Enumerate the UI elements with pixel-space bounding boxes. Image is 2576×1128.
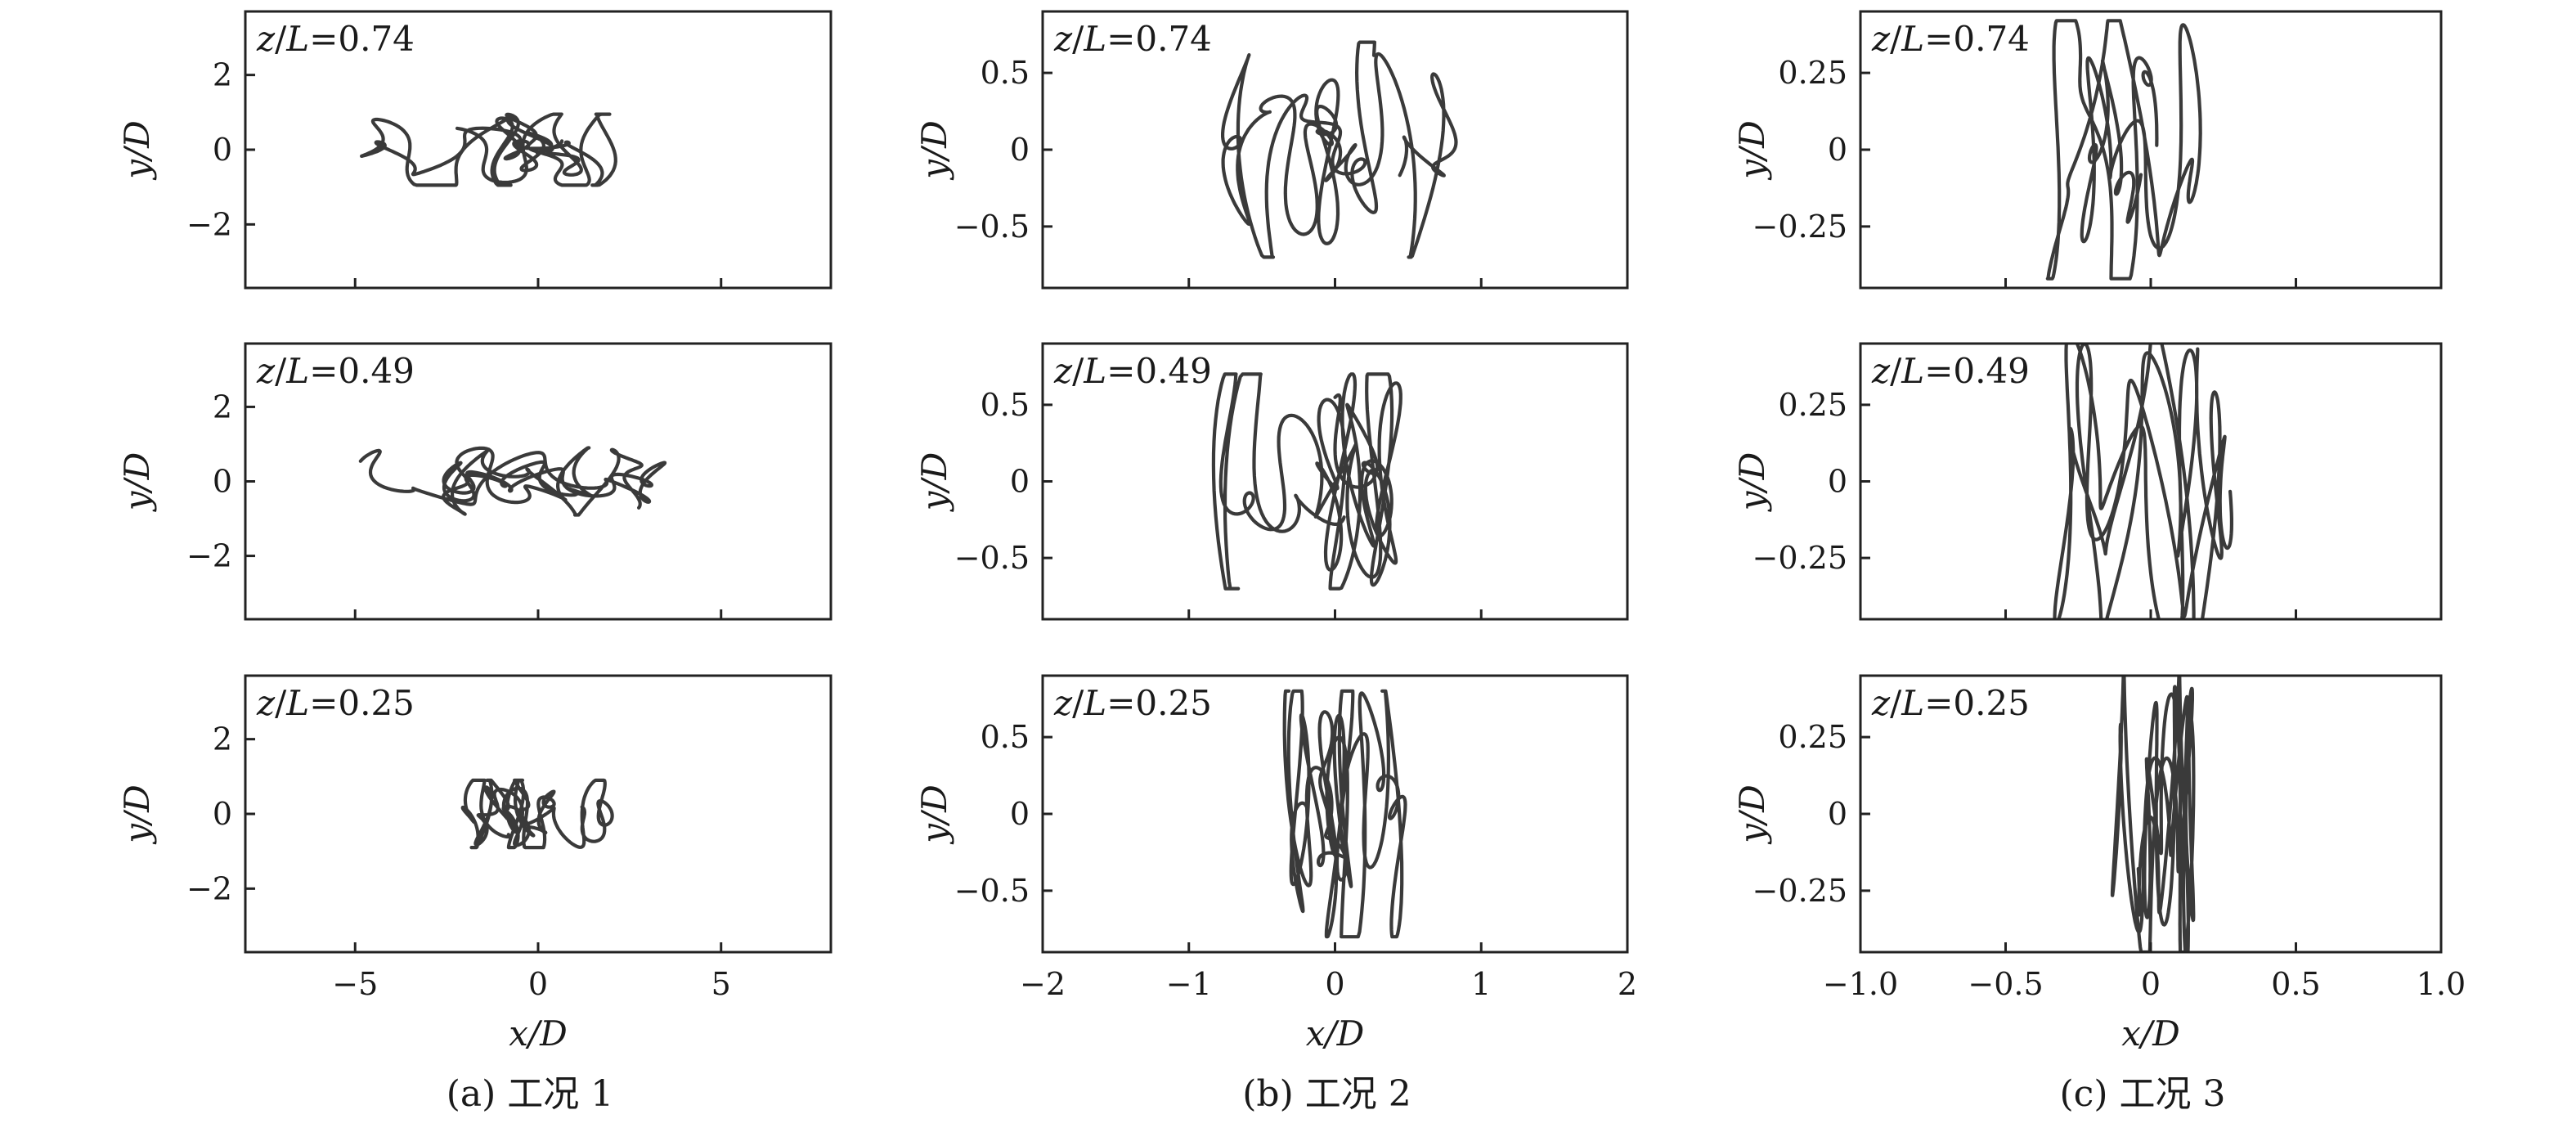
trajectory-1-2 — [358, 446, 667, 517]
panel-label: z/L=0.25 — [1871, 683, 2030, 723]
y-tick-label: −2 — [186, 870, 232, 906]
x-tick-label: 5 — [711, 966, 731, 1002]
y-tick-label: 0.25 — [1778, 55, 1847, 91]
y-tick-label: 0 — [1010, 796, 1030, 832]
trajectory-2-2 — [1211, 372, 1402, 591]
y-tick-label: 0 — [213, 132, 232, 168]
y-tick-label: 2 — [213, 389, 232, 425]
panel-1-2: 2 0 −2 y/D z/L=0.49 — [117, 342, 832, 621]
trajectory-1-1 — [360, 112, 617, 187]
x-tick-label: −2 — [1020, 966, 1066, 1002]
y-axis-label: y/D — [117, 784, 157, 845]
panel-label: z/L=0.74 — [256, 19, 415, 59]
y-tick-label: −0.5 — [954, 209, 1030, 245]
y-tick-label: 0 — [1828, 796, 1847, 832]
y-tick-label: −0.5 — [954, 873, 1030, 909]
y-tick-label: −2 — [186, 206, 232, 242]
y-tick-label: 0.5 — [981, 55, 1030, 91]
y-tick-label: −0.25 — [1752, 873, 1847, 909]
panel-label: z/L=0.49 — [1871, 351, 2030, 391]
y-axis-label: y/D — [1732, 452, 1772, 513]
y-tick-label: −2 — [186, 538, 232, 574]
x-tick-label: 0.5 — [2271, 966, 2320, 1002]
y-axis-label: y/D — [914, 452, 954, 513]
y-tick-label: 0.25 — [1778, 387, 1847, 423]
trajectory-1-3 — [460, 778, 614, 850]
panel-label: z/L=0.74 — [1871, 19, 2030, 59]
panel-3-1: 0.25 0 −0.25 y/D z/L=0.74 — [1732, 10, 2443, 290]
y-axis-label: y/D — [914, 120, 954, 181]
y-tick-label: 0 — [1010, 132, 1030, 168]
x-tick-label: 1.0 — [2417, 966, 2466, 1002]
y-tick-label: 0 — [1010, 464, 1030, 500]
y-tick-label: 0 — [1828, 132, 1847, 168]
panel-3-3: 0.25 0 −0.25 −1.0 −0.5 0 0.5 1.0 y/D z/L=0.25 — [1732, 674, 2466, 1002]
x-tick-label: −1 — [1166, 966, 1212, 1002]
caption-1: (a) 工况 1 — [447, 1073, 614, 1115]
y-tick-label: 0.25 — [1778, 719, 1847, 755]
y-tick-label: −0.25 — [1752, 209, 1847, 245]
caption-3: (c) 工况 3 — [2060, 1073, 2226, 1115]
y-tick-label: −0.5 — [954, 540, 1030, 576]
x-tick-label: −5 — [332, 966, 378, 1002]
panel-1-3: 2 0 −2 −5 0 5 y/D z/L=0.25 — [117, 674, 832, 1002]
trajectory-3-3 — [2110, 676, 2196, 952]
x-tick-label: −1.0 — [1823, 966, 1898, 1002]
x-tick-label: 0 — [528, 966, 548, 1002]
panel-2-2: 0.5 0 −0.5y/D z/L=0.49 — [914, 342, 1629, 621]
y-tick-label: 2 — [213, 721, 232, 757]
panel-label: z/L=0.49 — [256, 351, 415, 391]
trajectory-2-1 — [1221, 40, 1458, 259]
y-tick-label: 0 — [213, 464, 232, 500]
panel-label: z/L=0.49 — [1053, 351, 1212, 391]
y-tick-label: 0 — [1828, 464, 1847, 500]
x-tick-label: −0.5 — [1968, 966, 2043, 1002]
trajectory-2-3 — [1282, 689, 1407, 939]
x-tick-label: 1 — [1471, 966, 1491, 1002]
x-tick-label: 2 — [1618, 966, 1637, 1002]
trajectory-3-1 — [2045, 19, 2202, 281]
trajectory-3-2 — [2053, 344, 2233, 619]
y-axis-label: y/D — [1732, 120, 1772, 181]
panel-2-3: 0.5 0 −0.5 −2 −1 0 1 2 y/D z/L=0.25 — [914, 674, 1637, 1002]
caption-2: (b) 工况 2 — [1242, 1073, 1411, 1115]
y-axis-label: y/D — [117, 452, 157, 513]
x-axis-label-3: x/D — [2121, 1013, 2180, 1054]
y-tick-label: 0 — [213, 796, 232, 832]
x-tick-label: 0 — [1325, 966, 1344, 1002]
panel-3-2: 0.25 0 −0.25 y/D z/L=0.49 — [1732, 342, 2443, 621]
y-axis-label: y/D — [914, 784, 954, 845]
panel-label: z/L=0.25 — [256, 683, 415, 723]
panel-2-1: 0.5 0 −0.5y/D z/L=0.74 — [914, 10, 1629, 290]
panel-label: z/L=0.25 — [1053, 683, 1212, 723]
y-tick-label: 0.5 — [981, 387, 1030, 423]
x-axis-label-1: x/D — [509, 1013, 568, 1054]
panel-1-1: 2 0 −2 y/D z/L=0.74 — [117, 10, 832, 290]
x-tick-label: 0 — [2141, 966, 2161, 1002]
y-tick-label: 0.5 — [981, 719, 1030, 755]
y-axis-label: y/D — [1732, 784, 1772, 845]
y-axis-label: y/D — [117, 120, 157, 181]
y-tick-label: 2 — [213, 57, 232, 93]
panel-label: z/L=0.74 — [1053, 19, 1212, 59]
x-axis-label-2: x/D — [1306, 1013, 1365, 1054]
y-tick-label: −0.25 — [1752, 540, 1847, 576]
